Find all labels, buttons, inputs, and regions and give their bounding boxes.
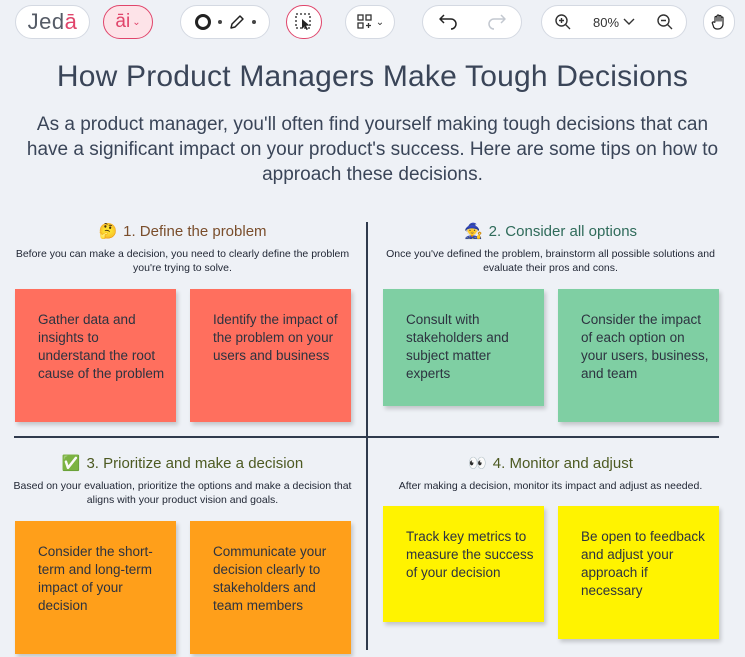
zoom-controls: 80%	[541, 5, 687, 39]
chevron-down-icon	[623, 18, 635, 25]
ai-menu-button[interactable]: āi ⌄	[103, 5, 153, 39]
drawing-tools	[180, 5, 270, 39]
redo-icon	[487, 14, 506, 30]
quadrant-1-description[interactable]: Before you can make a decision, you need…	[15, 248, 350, 274]
shape-tool-button[interactable]	[194, 13, 212, 31]
pen-tool-button[interactable]	[228, 13, 246, 31]
chevron-down-icon: ⌄	[375, 16, 385, 28]
sticky-note[interactable]: Identify the impact of the problem on yo…	[190, 289, 351, 422]
select-cursor-icon	[295, 13, 311, 30]
zoom-out-icon	[657, 14, 673, 30]
quadrant-4-title: 4. Monitor and adjust	[492, 454, 633, 472]
pan-tool-button[interactable]	[703, 5, 735, 39]
sticky-note[interactable]: Consider the impact of each option on yo…	[558, 289, 719, 422]
wizard-icon: 🧙	[463, 223, 483, 240]
quadrant-2-title: 2. Consider all options	[488, 222, 638, 240]
undo-icon	[438, 14, 457, 30]
ai-label: āi	[115, 11, 131, 32]
eyes-icon: 👀	[468, 455, 487, 472]
chevron-down-icon: ⌄	[132, 16, 141, 28]
shape-options-dot[interactable]	[218, 20, 222, 24]
jeda-logo: Jedā	[27, 9, 78, 34]
undo-button[interactable]	[438, 13, 458, 31]
sticky-note[interactable]: Communicate your decision clearly to sta…	[190, 521, 351, 654]
pen-options-dot[interactable]	[252, 20, 256, 24]
quadrant-2-description[interactable]: Once you've defined the problem, brainst…	[386, 248, 715, 274]
quadrant-3-heading[interactable]: ✅ 3. Prioritize and make a decision	[10, 454, 355, 473]
grid-add-icon	[357, 14, 372, 29]
pencil-icon	[230, 15, 244, 29]
sticky-note[interactable]: Track key metrics to measure the success…	[383, 506, 544, 622]
hand-icon	[711, 14, 724, 30]
zoom-out-button[interactable]	[656, 13, 674, 31]
zoom-in-button[interactable]	[554, 13, 572, 31]
quadrant-3-description[interactable]: Based on your evaluation, prioritize the…	[13, 480, 352, 506]
sticky-note[interactable]: Gather data and insights to understand t…	[15, 289, 176, 422]
horizontal-divider	[14, 436, 719, 438]
sticky-note[interactable]: Be open to feedback and adjust your appr…	[558, 506, 719, 639]
board-subtitle: As a product manager, you'll often find …	[26, 114, 719, 185]
board-title: How Product Managers Make Tough Decision…	[56, 60, 689, 93]
sticky-note[interactable]: Consult with stakeholders and subject ma…	[383, 289, 544, 406]
insert-menu-button[interactable]: ⌄	[345, 5, 395, 39]
zoom-level: 80%	[592, 14, 620, 30]
circle-icon	[195, 14, 211, 30]
check-mark-icon: ✅	[61, 455, 81, 472]
sticky-note[interactable]: Consider the short-term and long-term im…	[15, 521, 176, 654]
logo-button[interactable]: Jedā	[15, 5, 90, 39]
quadrant-4-description[interactable]: After making a decision, monitor its imp…	[398, 480, 703, 492]
zoom-level-dropdown[interactable]: 80%	[593, 15, 635, 30]
select-tool-button[interactable]	[286, 5, 322, 39]
quadrant-1-heading[interactable]: 🤔 1. Define the problem	[10, 222, 355, 241]
quadrant-3-title: 3. Prioritize and make a decision	[86, 454, 304, 472]
history-controls	[422, 5, 522, 39]
redo-button[interactable]	[487, 13, 507, 31]
thinking-face-icon: 🤔	[98, 223, 118, 240]
quadrant-1-title: 1. Define the problem	[123, 222, 267, 240]
quadrant-2-heading[interactable]: 🧙 2. Consider all options	[378, 222, 723, 241]
quadrant-4-heading[interactable]: 👀 4. Monitor and adjust	[378, 454, 723, 473]
zoom-in-icon	[555, 14, 571, 30]
